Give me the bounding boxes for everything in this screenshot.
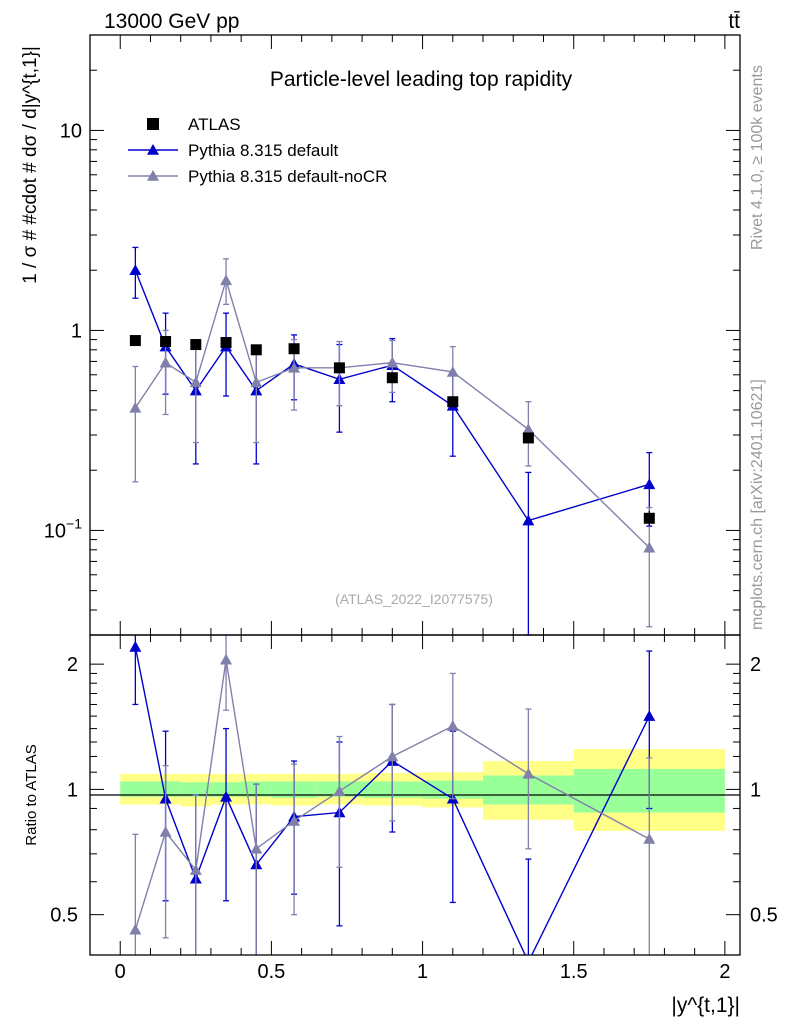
data-point xyxy=(129,335,141,347)
ratio-y-tick-label: 1 xyxy=(67,779,78,801)
data-point xyxy=(160,336,172,348)
series-pythia-default-nocr xyxy=(129,258,656,628)
legend: ATLAS Pythia 8.315 default Pythia 8.315 de… xyxy=(128,115,387,186)
data-point xyxy=(386,750,399,762)
main-y-axis: 10−1 1 10 xyxy=(44,34,740,636)
data-point xyxy=(522,432,534,444)
data-point xyxy=(333,785,346,797)
ratio-frame xyxy=(89,634,741,956)
data-point xyxy=(288,361,301,373)
series-atlas xyxy=(129,335,655,527)
ratio-axes: 0.5 0.5 1 1 2 2 0 0.5 1 1.5 2 xyxy=(50,635,778,983)
data-point xyxy=(643,710,656,721)
rivet-version-label: Rivet 4.1.0, ≥ 100k events xyxy=(749,65,766,250)
x-tick-label: 1 xyxy=(417,961,428,983)
data-point xyxy=(190,339,202,351)
legend-label: ATLAS xyxy=(188,115,241,134)
legend-marker xyxy=(147,170,159,181)
x-axis-label: |y^{t,1}| xyxy=(671,994,740,1017)
data-point xyxy=(643,512,655,524)
data-point xyxy=(446,720,459,731)
data-point xyxy=(522,514,535,526)
data-point xyxy=(129,640,142,652)
main-series-layer xyxy=(129,246,656,636)
legend-label: Pythia 8.315 default xyxy=(188,141,339,160)
legend-label: Pythia 8.315 default-noCR xyxy=(188,167,387,186)
data-point xyxy=(250,344,262,356)
data-point xyxy=(333,362,345,374)
data-point xyxy=(288,343,300,355)
x-tick-label: 0.5 xyxy=(257,961,285,983)
data-point xyxy=(446,365,459,377)
x-tick-label: 0 xyxy=(115,961,126,983)
data-point xyxy=(522,767,535,779)
inner-band xyxy=(180,782,211,797)
legend-entry: Pythia 8.315 default xyxy=(128,141,339,160)
main-y-tick-label: 1 xyxy=(71,320,82,342)
data-point xyxy=(250,842,263,854)
data-point xyxy=(220,274,233,286)
data-point xyxy=(643,478,656,490)
legend-entry: Pythia 8.315 default-noCR xyxy=(128,167,387,186)
data-point xyxy=(386,372,398,384)
ratio-y-tick-label-right: 0.5 xyxy=(750,905,778,927)
data-point xyxy=(288,814,301,826)
data-point xyxy=(159,826,172,837)
ratio-y-tick-label: 2 xyxy=(67,654,78,676)
data-point xyxy=(129,264,142,276)
data-point xyxy=(643,541,656,553)
data-point xyxy=(522,423,535,435)
chart-title: Particle-level leading top rapidity xyxy=(270,68,573,91)
x-tick-label: 1.5 xyxy=(560,961,588,983)
data-point xyxy=(220,337,232,349)
ratio-y-tick-label: 0.5 xyxy=(50,905,78,927)
data-point xyxy=(386,356,399,368)
ratio-y-tick-label-right: 2 xyxy=(750,654,761,676)
inner-band xyxy=(120,781,151,797)
legend-marker xyxy=(147,144,159,155)
ratio-series-pythia-default-nocr xyxy=(129,635,656,955)
data-point xyxy=(129,923,142,935)
ratio-y-axis-label: Ratio to ATLAS xyxy=(23,744,40,845)
process-label: tt̄ xyxy=(728,10,740,33)
data-point xyxy=(220,653,233,665)
energy-label: 13000 GeV pp xyxy=(104,10,239,33)
main-panel: 10−1 1 10 Particle-level leading top rapid… xyxy=(20,34,741,636)
ratio-series-layer xyxy=(129,635,656,955)
source-label: mcplots.cern.ch [arXiv:2401.10621] xyxy=(749,379,766,630)
main-y-axis-label: 1 / σ # #cdot # dσ / d|y^{t,1}| xyxy=(20,46,41,284)
data-point xyxy=(159,356,172,368)
x-tick-label: 2 xyxy=(719,961,730,983)
legend-marker xyxy=(147,118,159,130)
legend-entry: ATLAS xyxy=(147,115,241,134)
data-point xyxy=(189,864,202,875)
data-point xyxy=(447,396,459,408)
data-point xyxy=(129,401,142,413)
data-point xyxy=(250,376,263,388)
ratio-panel: 0.5 0.5 1 1 2 2 0 0.5 1 1.5 2 Ratio to ATLAS |y^{t… xyxy=(23,634,778,1017)
data-point xyxy=(643,833,656,844)
main-y-tick-label: 10−1 xyxy=(44,515,82,542)
data-point xyxy=(189,376,202,388)
ratio-y-tick-label-right: 1 xyxy=(750,779,761,801)
series-pythia-default xyxy=(129,246,656,636)
main-y-tick-label: 10 xyxy=(60,120,82,142)
data-point xyxy=(220,790,233,802)
analysis-label: (ATLAS_2022_I2077575) xyxy=(335,591,493,607)
